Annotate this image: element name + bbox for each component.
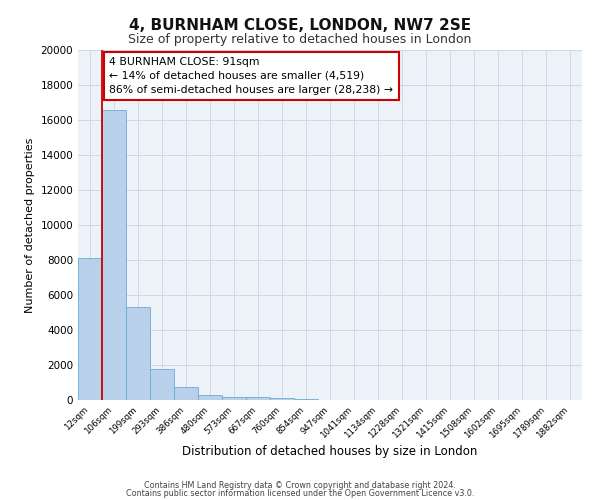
Bar (150, 368, 174, 400)
Bar (246, 398, 270, 400)
Bar (222, 396, 246, 400)
Text: Size of property relative to detached houses in London: Size of property relative to detached ho… (128, 32, 472, 46)
Text: 4 BURNHAM CLOSE: 91sqm
← 14% of detached houses are smaller (4,519)
86% of semi-: 4 BURNHAM CLOSE: 91sqm ← 14% of detached… (109, 57, 393, 95)
Bar (78, 258, 102, 400)
Y-axis label: Number of detached properties: Number of detached properties (25, 138, 35, 312)
Bar (294, 399, 318, 400)
Text: Contains HM Land Registry data © Crown copyright and database right 2024.: Contains HM Land Registry data © Crown c… (144, 480, 456, 490)
Text: 4, BURNHAM CLOSE, LONDON, NW7 2SE: 4, BURNHAM CLOSE, LONDON, NW7 2SE (129, 18, 471, 32)
Bar (102, 110, 126, 400)
Bar (198, 395, 222, 400)
Bar (126, 307, 150, 400)
Bar (270, 398, 294, 400)
X-axis label: Distribution of detached houses by size in London: Distribution of detached houses by size … (182, 446, 478, 458)
Text: Contains public sector information licensed under the Open Government Licence v3: Contains public sector information licen… (126, 489, 474, 498)
Bar (174, 387, 198, 400)
